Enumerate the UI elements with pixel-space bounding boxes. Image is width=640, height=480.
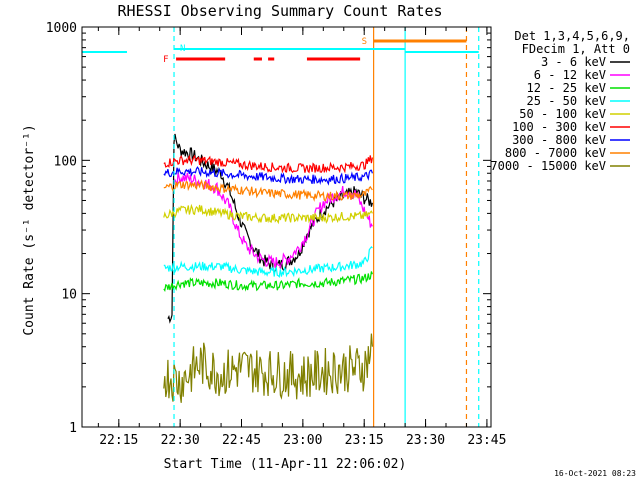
series-layer [163, 133, 373, 403]
x-tick-label-0: 22:15 [99, 433, 138, 448]
series-line-4 [163, 203, 373, 225]
series-line-1 [173, 172, 373, 270]
series-line-2 [163, 271, 373, 292]
x-tick-label-6: 23:45 [467, 433, 506, 448]
x-tick-label-3: 23:00 [283, 433, 322, 448]
series-line-5 [163, 154, 373, 174]
y-tick-label-3: 1000 [46, 21, 77, 36]
legend-label-8: 7000 - 15000 keV [490, 159, 606, 173]
chart-title: RHESSI Observing Summary Count Rates [117, 2, 442, 20]
x-tick-label-4: 23:15 [345, 433, 384, 448]
axis-layer: 22:15 22:30 22:45 23:00 23:15 23:30 23:45 1 10 10… [46, 21, 507, 448]
series-line-6 [163, 166, 373, 186]
y-tick-label-1: 10 [61, 288, 77, 303]
legend-label-5: 100 - 300 keV [512, 120, 606, 134]
legend-label-7: 800 - 7000 keV [505, 146, 606, 160]
x-tick-label-2: 22:45 [222, 433, 261, 448]
legend-header-0: Det 1,3,4,5,6,9, [514, 29, 630, 43]
legend-label-1: 6 - 12 keV [534, 68, 606, 82]
series-line-7 [163, 179, 373, 202]
plot-frame [81, 26, 492, 428]
legend-label-6: 300 - 800 keV [512, 133, 606, 147]
flag-n-label: N [180, 44, 185, 54]
y-tick-label-2: 100 [54, 154, 77, 169]
x-tick-label-5: 23:30 [406, 433, 445, 448]
footer-timestamp: 16-Oct-2021 08:23 [554, 469, 636, 478]
legend-label-2: 12 - 25 keV [527, 81, 606, 95]
series-line-3 [163, 245, 373, 278]
series-line-8 [163, 333, 373, 403]
legend-label-4: 50 - 100 keV [519, 107, 606, 121]
legend-label-0: 3 - 6 keV [541, 55, 606, 69]
y-tick-label-0: 1 [69, 421, 77, 436]
legend: Det 1,3,4,5,6,9,FDecim 1, Att 03 - 6 keV… [490, 29, 630, 173]
annotation-layer: N S F [82, 27, 480, 427]
x-axis-label: Start Time (11-Apr-11 22:06:02) [164, 457, 407, 472]
x-tick-label-1: 22:30 [161, 433, 200, 448]
flag-f-label: F [163, 55, 168, 65]
legend-header-1: FDecim 1, Att 0 [522, 42, 630, 56]
legend-label-3: 25 - 50 keV [527, 94, 606, 108]
flag-s-label: S [362, 37, 367, 47]
y-axis-label: Count Rate (s⁻¹ detector⁻¹) [22, 124, 37, 335]
